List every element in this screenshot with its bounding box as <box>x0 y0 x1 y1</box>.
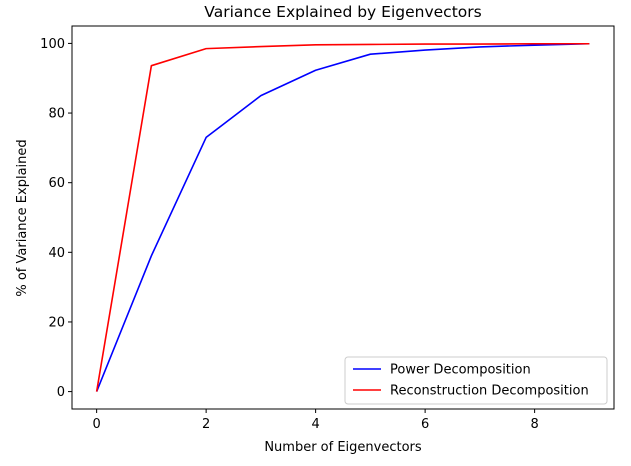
x-tick-label: 4 <box>311 417 319 432</box>
x-tick-label: 0 <box>92 417 100 432</box>
legend: Power Decomposition Reconstruction Decomp… <box>344 356 608 405</box>
legend-box <box>344 356 608 405</box>
y-tick-label: 20 <box>48 315 65 330</box>
legend-label: Power Decomposition <box>390 363 531 378</box>
y-tick-label: 40 <box>48 246 65 261</box>
y-tick-label: 0 <box>57 385 65 400</box>
y-tick-label: 60 <box>48 176 65 191</box>
axes-frame <box>71 25 615 410</box>
y-tick-label: 100 <box>40 37 65 52</box>
x-tick-label: 2 <box>202 417 210 432</box>
plot-area <box>95 42 590 392</box>
x-axis-label: Number of Eigenvectors <box>264 440 422 455</box>
x-tick-label: 8 <box>530 417 538 432</box>
legend-label: Reconstruction Decomposition <box>390 384 589 399</box>
y-tick-label: 80 <box>48 107 65 122</box>
y-axis-label: % of Variance Explained <box>15 139 30 296</box>
chart-title: Variance Explained by Eigenvectors <box>204 3 481 21</box>
series-line-reconstruction-decomposition <box>95 42 590 392</box>
series-line-power-decomposition <box>95 42 590 392</box>
x-tick-label: 6 <box>421 417 429 432</box>
